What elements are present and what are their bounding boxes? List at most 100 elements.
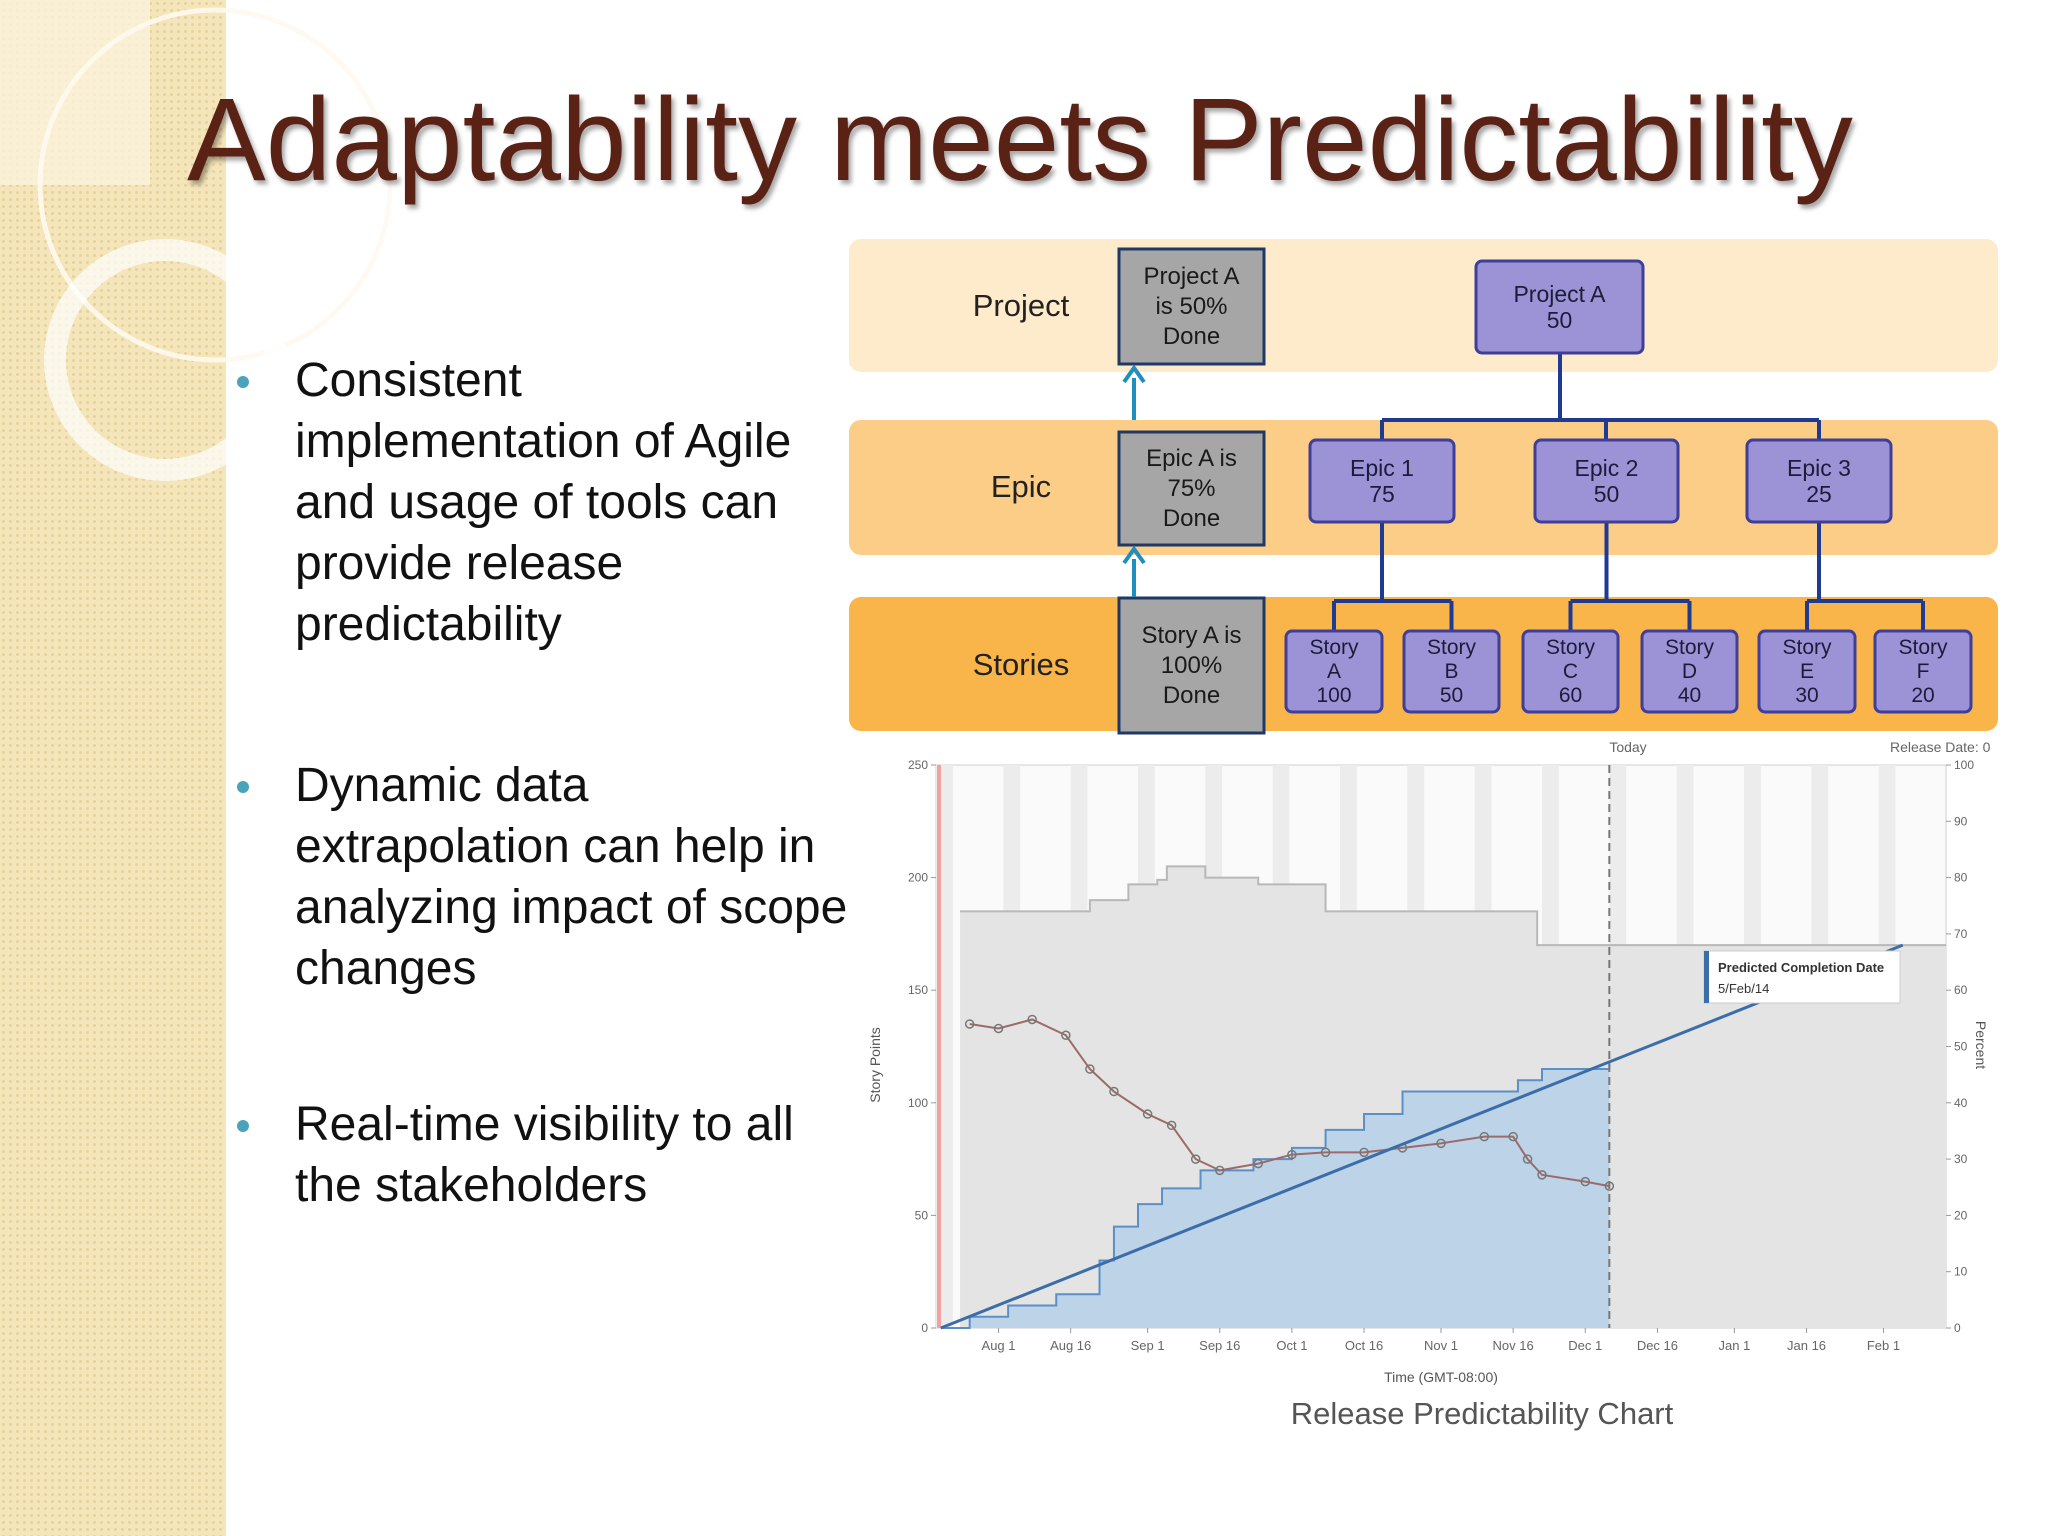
connector (1380, 353, 1821, 440)
y-tick-label: 200 (908, 871, 928, 885)
y-tick-label: 50 (915, 1208, 929, 1222)
status-text: Story A is (1141, 621, 1242, 649)
y2-tick-label: 70 (1954, 927, 1968, 941)
y-tick-label: 250 (908, 758, 928, 772)
node: Story D 40 (1642, 631, 1737, 712)
status-text: Epic A is (1146, 444, 1237, 472)
x-tick-label: Nov 16 (1493, 1338, 1534, 1353)
node: Story C 60 (1523, 631, 1618, 712)
arrow-head (1122, 364, 1146, 384)
y2-tick-label: 60 (1954, 983, 1968, 997)
today-label: Today (1609, 739, 1646, 755)
y2-tick-label: 100 (1954, 758, 1974, 772)
node-label: Story B (1426, 635, 1476, 683)
x-tick-label: Feb 1 (1867, 1338, 1900, 1353)
status-text: is 50% (1155, 292, 1228, 320)
node-box (1284, 629, 1384, 714)
chart-caption: Release Predictability Chart (1291, 1396, 1674, 1431)
point (964, 1019, 975, 1029)
node-label: Story F (1898, 635, 1948, 683)
node: Epic 1 75 (1310, 440, 1454, 522)
y-tick-label: 150 (908, 983, 928, 997)
node-box (1873, 629, 1973, 714)
node-label: Story E (1782, 635, 1832, 683)
area-edge (960, 865, 1946, 947)
node: Epic 2 50 (1535, 440, 1678, 522)
point (1537, 1170, 1547, 1180)
bullet: Consistent implementation of Agile and u… (237, 350, 860, 655)
node-box (1474, 259, 1645, 355)
node-label: Epic 1 (1350, 455, 1414, 481)
node-box (1640, 629, 1739, 714)
release-label: Release Date: 0 (1890, 739, 1991, 755)
connector (1805, 522, 1925, 631)
node-label: Story D (1664, 635, 1714, 683)
status-text: Project A (1143, 262, 1240, 290)
point (1320, 1147, 1331, 1158)
y2-axis-title: Percent (1973, 1021, 1989, 1069)
point (1166, 1120, 1177, 1131)
y2-tick-label: 90 (1954, 814, 1968, 828)
point (1109, 1086, 1119, 1097)
node-value: 75 (1369, 481, 1395, 507)
bullet-dot (237, 1120, 249, 1132)
node-value: 100 (1316, 683, 1352, 707)
point (1287, 1149, 1297, 1160)
point (1190, 1154, 1201, 1164)
x-tick-label: Jan 1 (1718, 1338, 1750, 1353)
x-tick-label: Nov 1 (1424, 1338, 1458, 1353)
node-value: 40 (1677, 683, 1702, 707)
status-box (1117, 596, 1266, 735)
node-value: 30 (1795, 683, 1819, 707)
point (1508, 1131, 1518, 1142)
status-text: 75% (1167, 474, 1216, 502)
y-axis-title: Story Points (867, 1027, 883, 1102)
corner-square (0, 0, 150, 185)
y2-tick-label: 40 (1954, 1096, 1968, 1110)
y2-tick-label: 0 (1954, 1321, 1961, 1335)
status-text: Done (1162, 681, 1221, 709)
node-box (1533, 438, 1680, 524)
node: Story A 100 (1286, 631, 1382, 712)
node-label: Story A (1309, 635, 1359, 683)
point (1359, 1147, 1369, 1158)
point (1253, 1158, 1263, 1169)
node-label: Project A (1513, 281, 1606, 307)
node-label: Story C (1545, 635, 1595, 683)
y2-tick-label: 10 (1954, 1265, 1968, 1279)
point (1215, 1165, 1225, 1176)
status-text: Done (1162, 504, 1221, 532)
node-box (1757, 629, 1857, 714)
bullet: Real-time visibility to all the stakehol… (237, 1094, 860, 1216)
node-label: Epic 3 (1787, 455, 1851, 481)
y2-tick-label: 50 (1954, 1040, 1968, 1054)
area-edge (940, 1062, 1611, 1329)
point (1061, 1030, 1071, 1040)
point (1479, 1131, 1490, 1142)
node: Epic 3 25 (1747, 440, 1891, 522)
y-tick-label: 100 (908, 1096, 928, 1110)
x-tick-label: Oct 16 (1345, 1338, 1383, 1353)
node-box (1521, 629, 1620, 714)
row-label: Project (972, 288, 1070, 323)
y2-tick-label: 80 (1954, 871, 1968, 885)
deco-circle (37, 7, 393, 363)
x-tick-label: Aug 1 (982, 1338, 1016, 1353)
point (1580, 1176, 1591, 1187)
x-axis-title: Time (GMT-08:00) (1384, 1369, 1498, 1385)
node: Story B 50 (1404, 631, 1499, 712)
node-label: Epic 2 (1574, 455, 1639, 481)
y2-tick-label: 30 (1954, 1152, 1968, 1166)
y-tick-label: 0 (921, 1321, 928, 1335)
x-tick-label: Dec 16 (1637, 1338, 1678, 1353)
node-value: 20 (1911, 683, 1935, 707)
annotation-bar (1704, 951, 1709, 1003)
bullet-dot (237, 376, 249, 388)
arrow-head (1122, 545, 1146, 565)
node-value: 25 (1806, 481, 1832, 507)
point (1522, 1154, 1533, 1164)
line (969, 1018, 1610, 1188)
node-value: 50 (1593, 481, 1620, 507)
status-box (1117, 247, 1266, 366)
